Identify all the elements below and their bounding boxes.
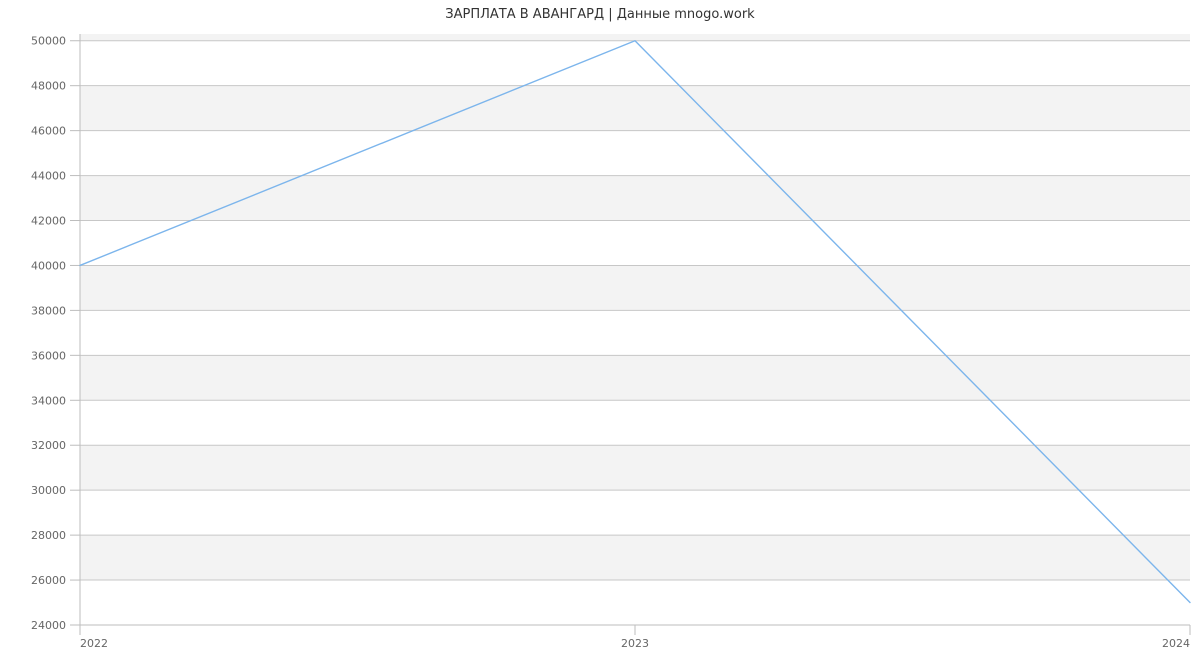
y-tick-label: 36000 xyxy=(31,349,66,362)
plot-band xyxy=(80,221,1190,266)
salary-line-chart: ЗАРПЛАТА В АВАНГАРД | Данные mnogo.work 2… xyxy=(0,0,1200,650)
y-tick-label: 48000 xyxy=(31,80,66,93)
plot-band xyxy=(80,34,1190,41)
plot-band xyxy=(80,131,1190,176)
y-tick-label: 46000 xyxy=(31,125,66,138)
plot-band xyxy=(80,400,1190,445)
y-tick-label: 50000 xyxy=(31,35,66,48)
y-tick-label: 42000 xyxy=(31,215,66,228)
y-tick-label: 40000 xyxy=(31,259,66,272)
y-tick-label: 28000 xyxy=(31,529,66,542)
y-tick-label: 34000 xyxy=(31,394,66,407)
x-tick-label: 2024 xyxy=(1162,637,1190,650)
plot-band xyxy=(80,355,1190,400)
plot-band xyxy=(80,445,1190,490)
y-tick-label: 26000 xyxy=(31,574,66,587)
y-tick-label: 32000 xyxy=(31,439,66,452)
y-tick-label: 44000 xyxy=(31,170,66,183)
plot-band xyxy=(80,535,1190,580)
plot-band xyxy=(80,580,1190,625)
plot-band xyxy=(80,265,1190,310)
plot-band xyxy=(80,86,1190,131)
x-tick-label: 2023 xyxy=(621,637,649,650)
y-tick-label: 30000 xyxy=(31,484,66,497)
chart-title: ЗАРПЛАТА В АВАНГАРД | Данные mnogo.work xyxy=(445,7,755,22)
plot-band xyxy=(80,310,1190,355)
plot-band xyxy=(80,490,1190,535)
y-tick-label: 24000 xyxy=(31,619,66,632)
y-tick-label: 38000 xyxy=(31,304,66,317)
x-tick-label: 2022 xyxy=(80,637,108,650)
plot-band xyxy=(80,41,1190,86)
